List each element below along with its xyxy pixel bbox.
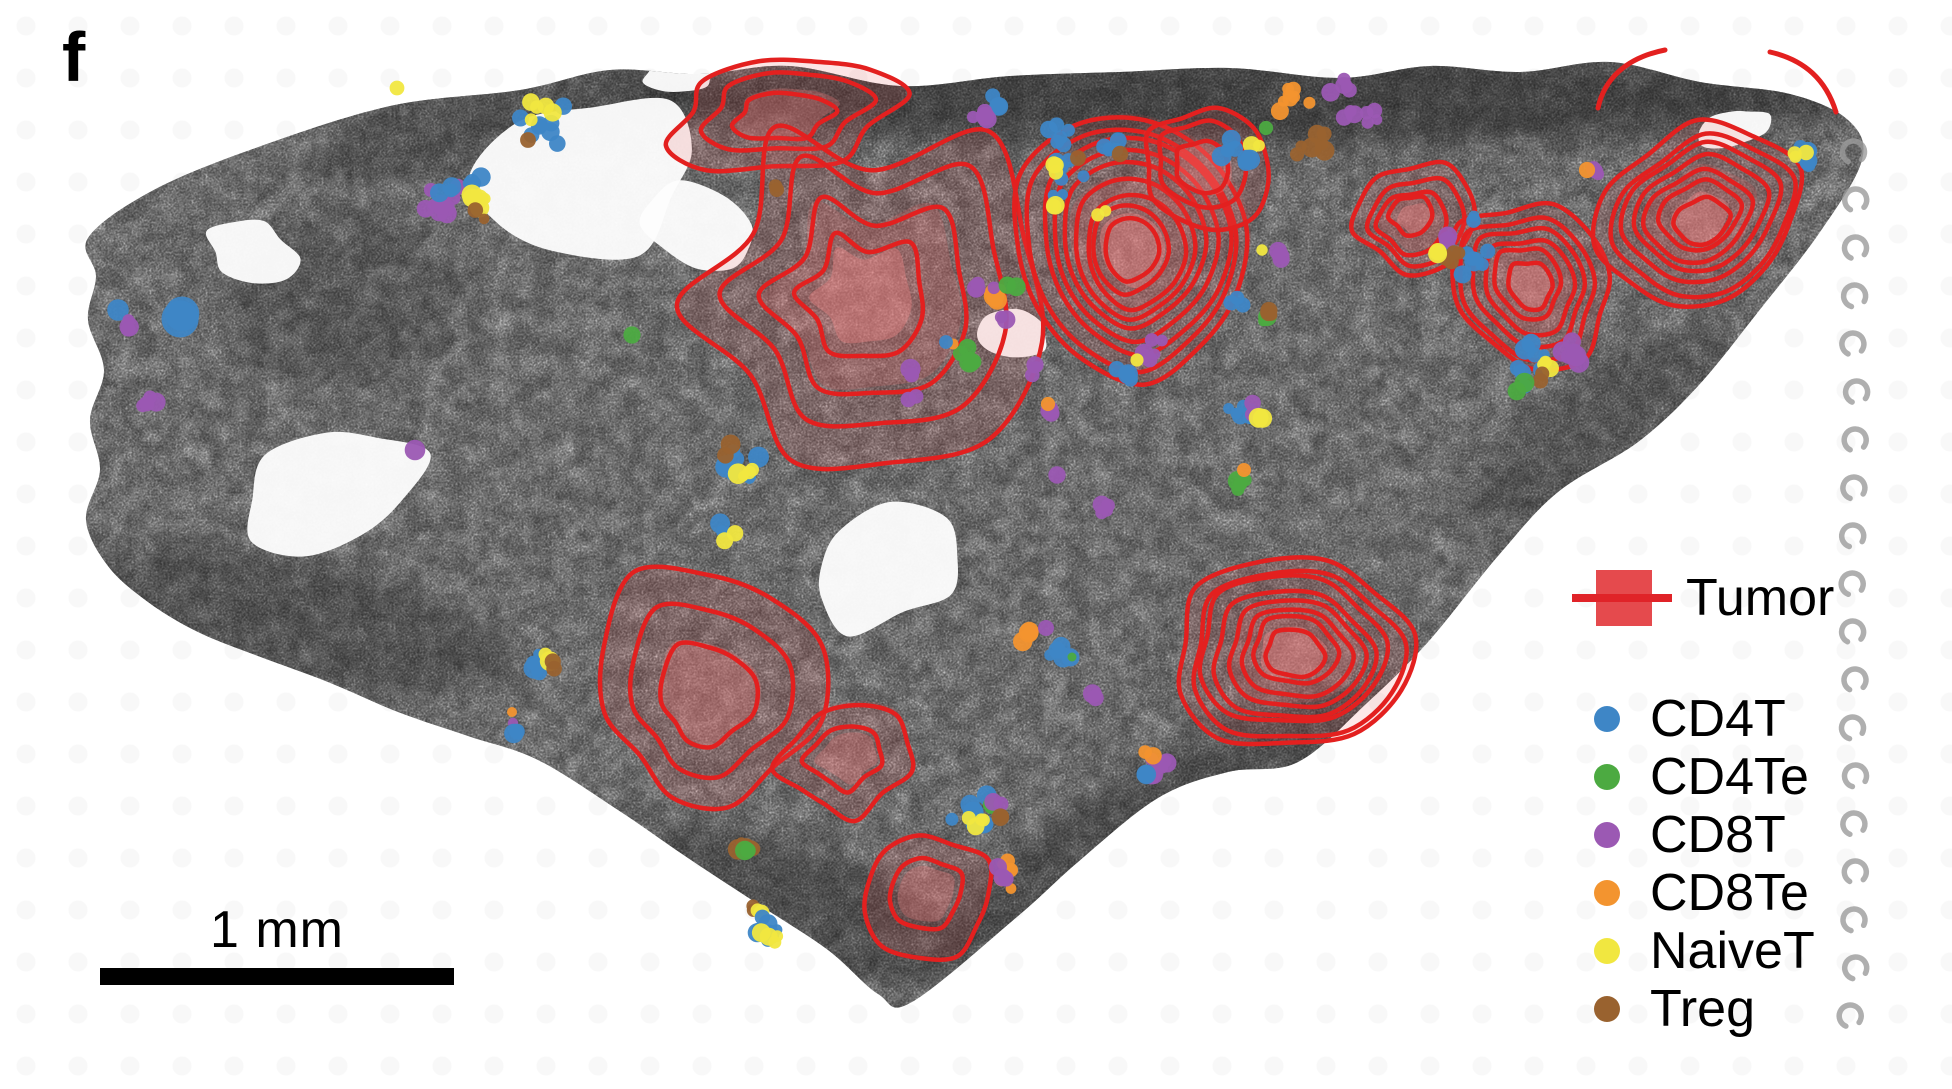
- naivet-dot-icon: [1594, 938, 1620, 964]
- legend-label-naivet: NaiveT: [1650, 922, 1815, 980]
- legend-item-cd8t: CD8T: [1572, 806, 1902, 864]
- legend-label-cd4te: CD4Te: [1650, 748, 1809, 806]
- cd8te-dot-icon: [1594, 880, 1620, 906]
- legend-item-naivet: NaiveT: [1572, 922, 1902, 980]
- legend-item-treg: Treg: [1572, 980, 1902, 1038]
- cd4t-dot-icon: [1594, 706, 1620, 732]
- panel-label: f: [62, 18, 86, 96]
- legend-item-cd4t: CD4T: [1572, 690, 1902, 748]
- legend-item-cd4te: CD4Te: [1572, 748, 1902, 806]
- legend-label-cd4t: CD4T: [1650, 690, 1786, 748]
- legend-label-cd8te: CD8Te: [1650, 864, 1809, 922]
- tumor-density-contours: [597, 47, 1839, 962]
- cell-scatter-layer: [107, 72, 1818, 949]
- scale-bar-label: 1 mm: [210, 901, 344, 959]
- legend-item-cd8te: CD8Te: [1572, 864, 1902, 922]
- treg-dot-icon: [1594, 996, 1620, 1022]
- legend-label-treg: Treg: [1650, 980, 1755, 1038]
- cd8t-dot-icon: [1594, 822, 1620, 848]
- legend: Tumor CD4T CD4Te CD8T CD8Te NaiveT Treg: [1572, 550, 1902, 1038]
- legend-label-tumor: Tumor: [1686, 569, 1835, 627]
- legend-label-cd8t: CD8T: [1650, 806, 1786, 864]
- legend-item-tumor: Tumor: [1572, 550, 1902, 646]
- tumor-line-icon: [1572, 594, 1672, 602]
- tumor-swatch-icon: [1572, 568, 1672, 628]
- scale-bar-line: [100, 968, 454, 985]
- edge-dot-column: [1836, 138, 1871, 1030]
- cd4te-dot-icon: [1594, 764, 1620, 790]
- scale-bar: 1 mm: [100, 900, 454, 985]
